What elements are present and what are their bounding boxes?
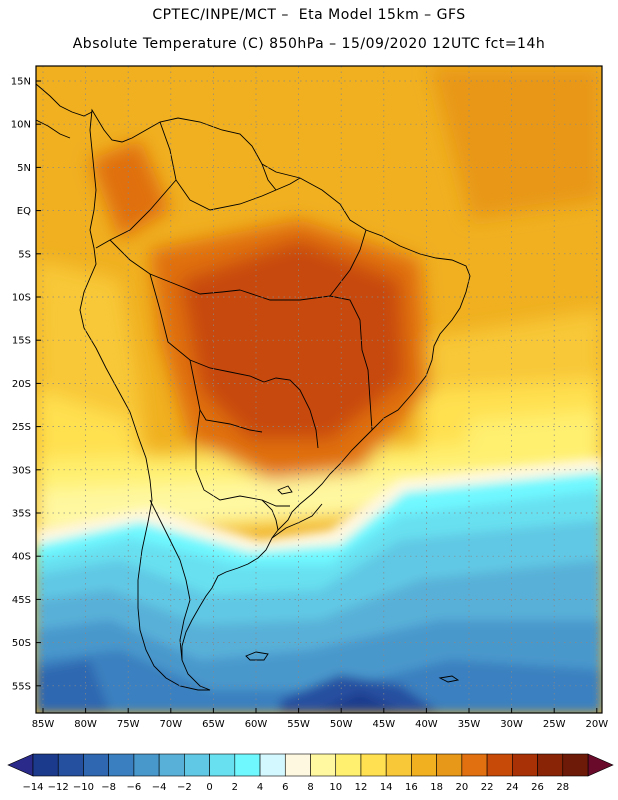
map-title: CPTEC/INPE/MCT – Eta Model 15km – GFS (152, 7, 466, 23)
lat-label: 5S (18, 249, 31, 260)
colorbar-box (57, 753, 84, 777)
lon-label: 80W (74, 719, 97, 730)
lat-label: 45S (12, 595, 31, 606)
colorbar-label: 8 (307, 782, 313, 793)
lat-label: 30S (12, 465, 31, 476)
colorbar-label: −4 (152, 782, 167, 793)
colorbar-box (32, 753, 59, 777)
colorbar-box (461, 753, 488, 777)
lat-label: 15N (11, 77, 31, 88)
colorbar-label: 4 (257, 782, 263, 793)
lon-label: 65W (202, 719, 225, 730)
temperature-map: 15N 10N 5N EQ 5S 10S 15S 20S 25S 30S 35S 40S 45S 50S 5… (11, 65, 609, 730)
colorbar-high-arrow (587, 753, 614, 777)
colorbar-box (486, 753, 513, 777)
colorbar-box (158, 753, 185, 777)
longitude-labels: 85W 80W 75W 70W 65W 60W 55W 50W 45W 40W 35W 30W 25W 2… (32, 719, 609, 730)
colorbar-box (234, 753, 261, 777)
lon-label: 40W (415, 719, 438, 730)
colorbar-box (360, 753, 387, 777)
latitude-labels: 15N 10N 5N EQ 5S 10S 15S 20S 25S 30S 35S 40S 45S 50S 5… (11, 77, 31, 693)
lat-label: 55S (12, 681, 31, 692)
colorbar-box (310, 753, 337, 777)
colorbar-low-arrow (7, 753, 34, 777)
colorbar-label: 26 (531, 782, 544, 793)
colorbar-label: −6 (127, 782, 142, 793)
colorbar-label: 24 (506, 782, 519, 793)
temperature-field (36, 66, 602, 713)
colorbar-box (83, 753, 109, 777)
colorbar-label: 22 (481, 782, 494, 793)
lat-label: 25S (12, 422, 31, 433)
colorbar-boxes (7, 753, 614, 777)
colorbar-label: 10 (329, 782, 342, 793)
lon-label: 75W (117, 719, 140, 730)
lon-label: 50W (330, 719, 353, 730)
map-subtitle: Absolute Temperature (C) 850hPa – 15/09/… (72, 36, 546, 52)
colorbar-label: 2 (232, 782, 238, 793)
lon-label: 45W (372, 719, 395, 730)
lon-label: 60W (245, 719, 268, 730)
coastlines (36, 83, 471, 691)
lon-label: 85W (32, 719, 55, 730)
lon-label: 20W (585, 719, 608, 730)
lat-label: 10S (12, 293, 31, 304)
colorbar-label: −12 (48, 782, 69, 793)
lon-label: 35W (458, 719, 481, 730)
colorbar-label: 20 (455, 782, 468, 793)
lon-label: 70W (159, 719, 182, 730)
lat-label: 35S (12, 509, 31, 520)
lat-label: EQ (17, 206, 31, 217)
colorbar-box (436, 753, 463, 777)
lat-label: 15S (12, 336, 31, 347)
colorbar-box (537, 753, 564, 777)
colorbar-label: −10 (73, 782, 94, 793)
colorbar-box (411, 753, 437, 777)
colorbar-label: 18 (430, 782, 443, 793)
colorbar-label: 0 (206, 782, 212, 793)
colorbar-label: 16 (405, 782, 418, 793)
colorbar-box (259, 753, 286, 777)
colorbar-box (133, 753, 160, 777)
colorbar-box (385, 753, 412, 777)
colorbar-labels: −14 −12 −10 −8 −6 −4 −2 0 2 4 6 8 10 12 14 16 18 20 22 24 26… (22, 782, 569, 793)
lat-label: 10N (11, 120, 31, 131)
colorbar-label: 12 (355, 782, 368, 793)
colorbar-label: −2 (177, 782, 192, 793)
lon-label: 25W (543, 719, 566, 730)
lat-label: 5N (17, 163, 31, 174)
colorbar-box (184, 753, 210, 777)
colorbar-label: 28 (556, 782, 569, 793)
colorbar-label: 6 (282, 782, 288, 793)
lon-label: 55W (287, 719, 310, 730)
colorbar-box (335, 753, 362, 777)
graticule (36, 66, 602, 713)
colorbar-label: 14 (380, 782, 393, 793)
colorbar-box (512, 753, 538, 777)
colorbar-box (562, 753, 589, 777)
colorbar-box (108, 753, 135, 777)
colorbar-box (209, 753, 236, 777)
colorbar-box (284, 753, 311, 777)
lat-label: 20S (12, 379, 31, 390)
colorbar-label: −14 (22, 782, 43, 793)
colorbar-label: −8 (101, 782, 116, 793)
lat-label: 40S (12, 552, 31, 563)
map-frame (35, 65, 603, 714)
lat-label: 50S (12, 638, 31, 649)
lon-label: 30W (500, 719, 523, 730)
colorbar: −14 −12 −10 −8 −6 −4 −2 0 2 4 6 8 10 12 14 16 18 20 22 24 26… (7, 753, 614, 793)
